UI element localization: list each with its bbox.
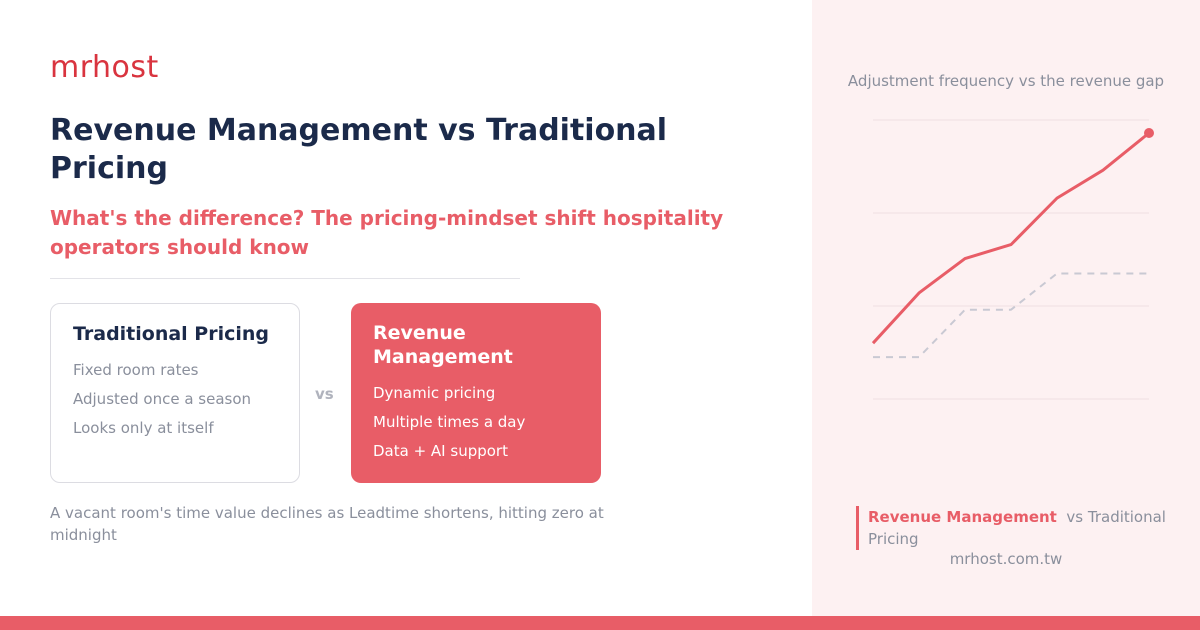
series-line — [871, 131, 1150, 345]
legend-joiner: vs — [1066, 508, 1084, 526]
card-title: Traditional Pricing — [73, 323, 270, 345]
card-item: Fixed room rates — [73, 361, 199, 379]
card-item: Looks only at itself — [73, 419, 214, 437]
card-item: Multiple times a day — [373, 413, 526, 431]
card: Revenue Management Dynamic pricing Multi… — [351, 303, 601, 483]
title: Revenue Management vs Traditional Pricin… — [50, 113, 668, 186]
side-panel — [812, 0, 1200, 616]
bottom-bar — [0, 616, 1200, 630]
series-line — [873, 272, 1149, 359]
card-item: Adjusted once a season — [73, 390, 252, 408]
website: mrhost.com.tw — [949, 550, 1063, 568]
card-item: Data + AI support — [373, 442, 508, 460]
card-item: Dynamic pricing — [373, 384, 496, 402]
subtitle: What's the difference? The pricing-minds… — [50, 206, 724, 259]
versus: vs — [315, 385, 334, 403]
end-marker — [1144, 128, 1154, 139]
logo: mrhost — [50, 50, 159, 85]
footnote: A vacant room's time value declines as L… — [50, 504, 604, 544]
card-title: Revenue Management — [373, 322, 513, 368]
legend-entry: Revenue Management — [868, 508, 1057, 526]
divider — [50, 278, 520, 279]
legend-entry: Traditional Pricing — [868, 508, 1166, 548]
chart-title: Adjustment frequency vs the revenue gap — [847, 72, 1165, 90]
card: Traditional Pricing Fixed room rates Adj… — [50, 303, 300, 483]
legend: Revenue Management vs Traditional Pricin… — [856, 506, 1178, 550]
